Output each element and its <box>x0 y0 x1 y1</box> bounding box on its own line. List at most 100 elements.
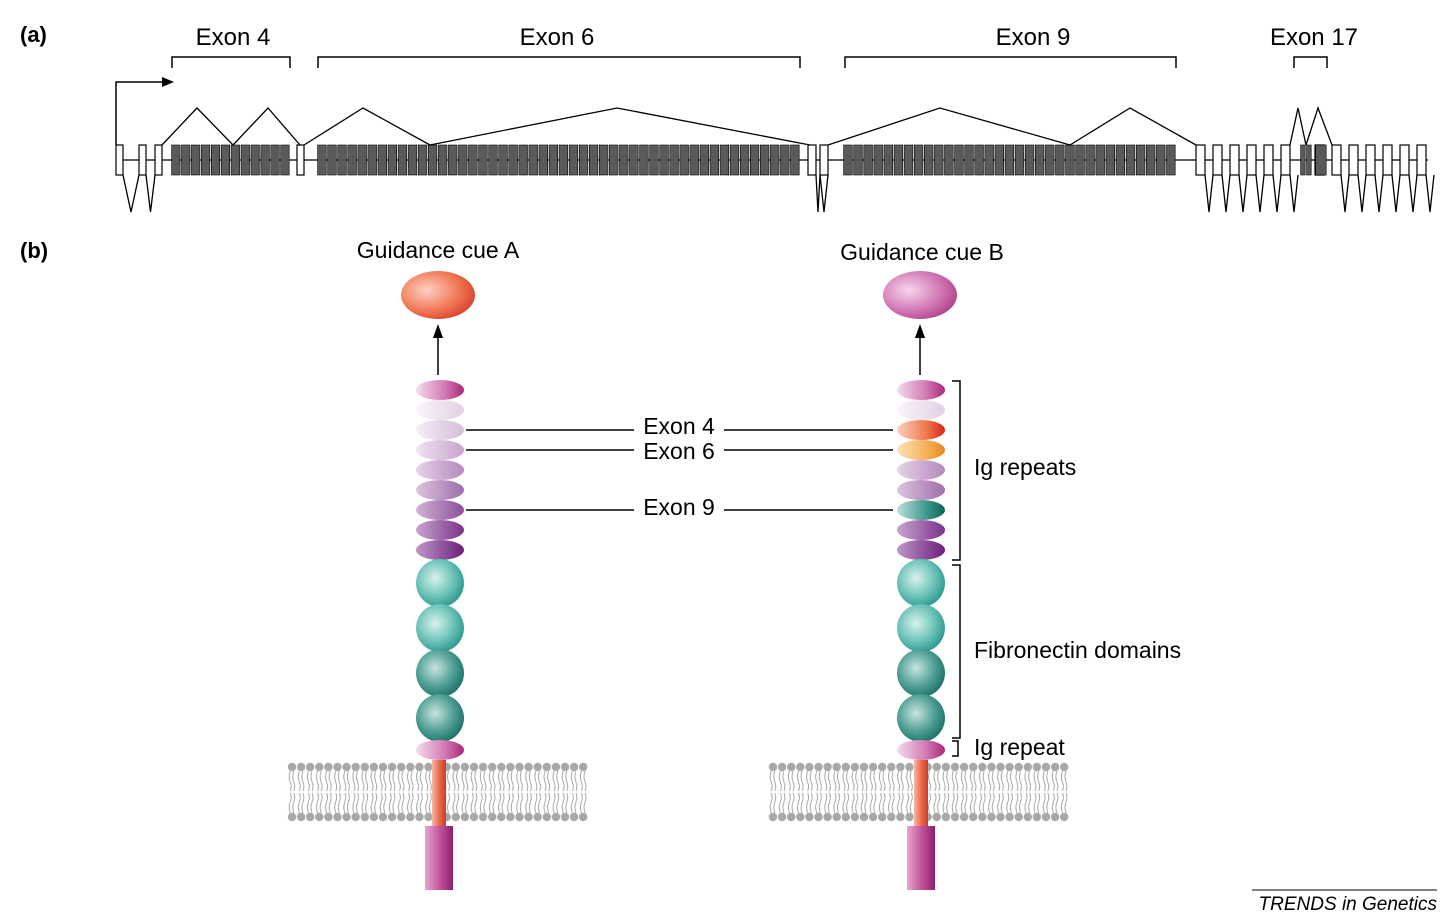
lipid-tail <box>346 792 350 814</box>
lipid-head <box>579 762 588 772</box>
lipid-tail <box>1024 792 1028 814</box>
lipid-tail <box>979 770 982 792</box>
lipid-head <box>1032 812 1042 822</box>
splice-arc <box>1221 174 1231 213</box>
alternative-exon <box>689 144 699 176</box>
alternative-exon <box>417 144 428 176</box>
lipid-head <box>397 812 406 822</box>
lipid-tail <box>809 792 813 814</box>
transmembrane-segment-a <box>432 760 446 828</box>
lipid-tail <box>906 770 910 792</box>
splice-arc <box>161 107 234 146</box>
lipid-tail <box>534 792 538 814</box>
splice-arc <box>1357 174 1367 213</box>
alternative-exon <box>853 144 863 176</box>
lipid-tail <box>787 770 791 792</box>
lipid-tail <box>960 792 964 814</box>
lipid-head <box>1023 762 1032 772</box>
splice-arc <box>1272 174 1282 213</box>
splice-arc <box>122 174 140 213</box>
panel-b-label: (b) <box>20 238 48 263</box>
lipid-tail <box>552 792 556 814</box>
lipid-tail <box>447 792 450 814</box>
alternative-exon <box>250 144 260 176</box>
alternative-exon <box>1146 144 1156 176</box>
constitutive-exon <box>819 144 829 176</box>
constitutive-exon <box>1365 144 1376 176</box>
constitutive-exon <box>1229 144 1240 176</box>
lipid-tail <box>864 770 868 792</box>
splice-arc <box>1289 174 1299 213</box>
lipid-tail <box>319 770 323 792</box>
lipid-tail <box>982 770 986 792</box>
lipid-head <box>969 812 978 822</box>
lipid-tail <box>855 792 859 814</box>
lipid-head <box>987 762 996 772</box>
lipid-head <box>969 762 978 772</box>
lipid-head <box>787 812 796 822</box>
lipid-tail <box>997 792 1001 814</box>
alternative-exon <box>210 144 221 176</box>
lipid-tail <box>510 770 514 792</box>
lipid-head <box>524 812 533 822</box>
lipid-head <box>306 812 315 822</box>
lipid-tail <box>964 770 968 792</box>
guidance-cue-a <box>401 271 475 319</box>
lipid-head <box>497 812 506 822</box>
lipid-head <box>560 812 570 822</box>
alternative-exon <box>659 144 669 176</box>
lipid-head <box>841 762 850 772</box>
ig-domain <box>897 380 945 400</box>
lipid-head <box>478 762 488 772</box>
exon-connector-lines <box>466 429 893 511</box>
ig-domain <box>897 520 945 540</box>
lipid-tail <box>465 770 469 792</box>
lipid-head <box>342 812 351 822</box>
lipid-tail <box>1024 770 1028 792</box>
lipid-head <box>324 812 333 822</box>
ig-domain-exon-6-variant <box>897 440 945 460</box>
alternative-exon <box>1045 144 1055 176</box>
lipid-head <box>287 762 297 772</box>
gene-structure: Exon 4 Exon 6 Exon 9 Exon 17 <box>115 24 1435 213</box>
lipid-head <box>814 812 823 822</box>
lipid-tail <box>1064 792 1068 814</box>
lipid-tail <box>410 770 414 792</box>
panel-a-label: (a) <box>20 22 47 47</box>
lipid-tail <box>488 770 492 792</box>
lipid-head <box>796 812 805 822</box>
lipid-head <box>579 812 588 822</box>
lipid-tail <box>882 792 886 814</box>
lipid-tail <box>778 792 782 814</box>
alternative-exon <box>280 144 290 176</box>
alternative-exon <box>448 144 458 176</box>
lipid-tail <box>288 792 292 814</box>
lipid-tail <box>888 792 891 814</box>
lipid-tail <box>1019 770 1022 792</box>
lipid-head <box>469 812 479 822</box>
ig-repeats-bracket <box>952 380 961 561</box>
splice-arc <box>1204 174 1214 213</box>
lipid-tail <box>778 770 782 792</box>
lipid-tail <box>851 792 855 814</box>
alternative-exon <box>984 144 994 176</box>
exon-blocks <box>115 144 1427 176</box>
exon-9-bracket-label: Exon 9 <box>996 24 1071 51</box>
lipid-tail <box>946 770 950 792</box>
lipid-head <box>424 812 433 822</box>
lipid-tail <box>827 770 831 792</box>
lipid-tail <box>507 770 511 792</box>
lipid-tail <box>815 770 819 792</box>
fibronectin-bracket <box>952 564 961 739</box>
lipid-head <box>415 762 424 772</box>
lipid-tail <box>528 770 532 792</box>
receptor-isoforms: Guidance cue A Guidance cue B <box>287 237 1181 890</box>
lipid-tail <box>1051 770 1055 792</box>
lipid-tail <box>1042 792 1046 814</box>
lipid-tail <box>492 792 496 814</box>
alternative-exon <box>1315 144 1327 176</box>
alternative-exon <box>181 144 191 176</box>
lipid-tail <box>483 792 487 814</box>
alternative-exon <box>357 144 367 176</box>
lipid-head <box>1023 812 1032 822</box>
